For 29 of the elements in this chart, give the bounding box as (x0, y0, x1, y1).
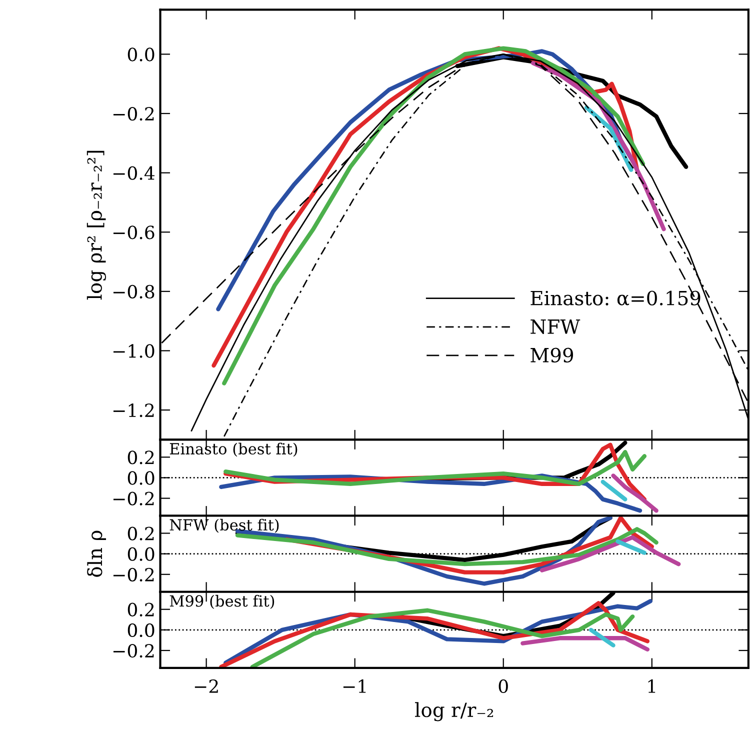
annotation: NFW (best fit) (170, 518, 279, 533)
y-tick-label: 0.0 (128, 547, 154, 561)
y-tick-label: −0.4 (113, 166, 154, 180)
legend-label: M99 (530, 348, 574, 363)
y-axis-title: δln ρ (87, 530, 106, 577)
legend-label: NFW (530, 320, 580, 334)
annotation: M99 (best fit) (170, 594, 274, 609)
y-tick-label: −0.2 (113, 492, 154, 506)
y-tick-label: 0.2 (128, 450, 154, 464)
y-tick-label: 0.2 (128, 602, 154, 616)
x-tick-label: −2 (194, 679, 218, 693)
x-tick-label: −1 (343, 679, 366, 693)
y-tick-label: 0.0 (128, 623, 154, 638)
y-tick-label: 0.0 (128, 471, 154, 485)
y-tick-label: −0.2 (113, 106, 154, 121)
y-axis-title: log ρr² [ρ₋₂r₋₂²] (86, 150, 106, 300)
y-tick-label: −1.0 (113, 344, 154, 358)
x-tick-label: 1 (648, 679, 656, 693)
legend-label: Einasto: α=0.159 (530, 290, 700, 306)
x-tick-label: 0 (498, 679, 508, 694)
x-axis-title: log r/r₋₂ (415, 702, 494, 722)
annotation: Einasto (best fit) (170, 442, 298, 457)
y-tick-label: −0.8 (113, 284, 154, 299)
y-tick-label: −0.2 (113, 568, 154, 582)
y-tick-label: −1.2 (113, 403, 154, 418)
y-tick-label: −0.2 (113, 644, 154, 658)
y-tick-label: 0.2 (128, 526, 154, 540)
y-tick-label: −0.6 (113, 226, 154, 240)
y-tick-label: 0.0 (128, 48, 154, 62)
